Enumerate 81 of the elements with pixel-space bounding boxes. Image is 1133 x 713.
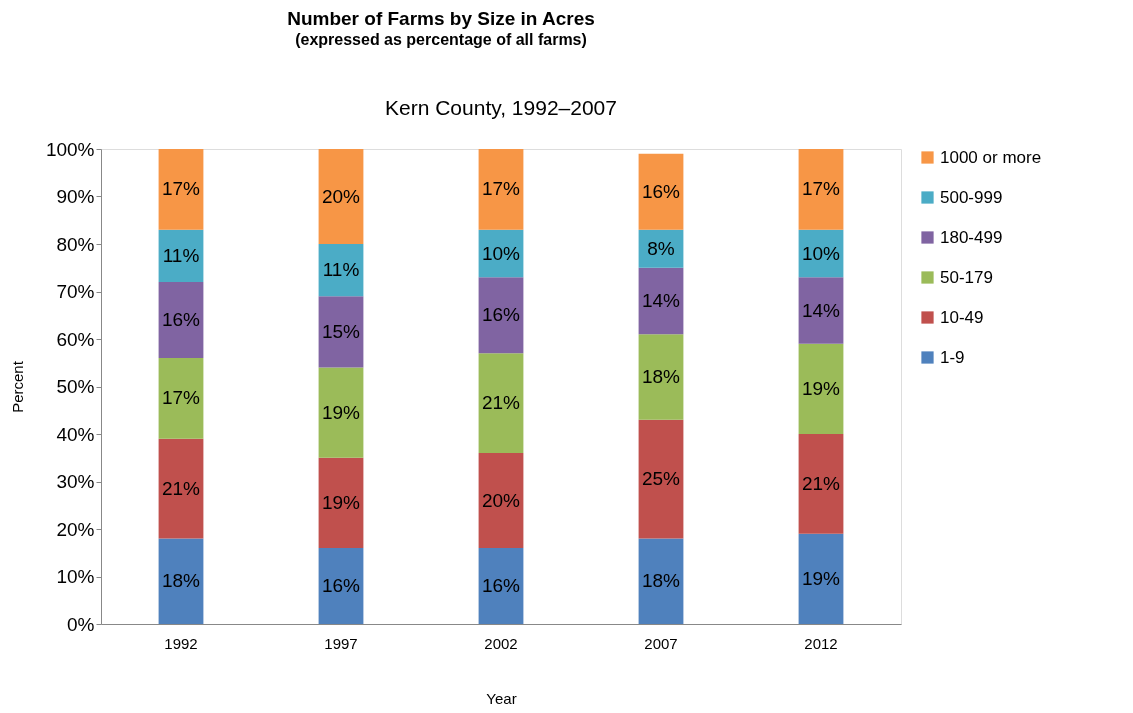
x-axis-title: Year [486, 689, 517, 707]
data-label: 20% [481, 489, 521, 511]
data-label: 20% [321, 185, 361, 207]
data-label: 16% [641, 180, 681, 202]
data-label: 11% [322, 259, 360, 281]
y-tick-label: 100% [45, 138, 95, 160]
y-tick-label: 40% [56, 423, 95, 445]
data-label: 25% [641, 468, 681, 490]
data-label: 21% [161, 477, 201, 499]
bar [318, 548, 364, 624]
legend-label: 1-9 [940, 347, 965, 367]
bar [638, 538, 684, 624]
data-label: 19% [321, 491, 361, 513]
bar [798, 343, 844, 434]
y-tick-label: 10% [56, 566, 95, 587]
data-label: 18% [641, 366, 681, 387]
y-tick-label: 20% [56, 518, 95, 540]
data-label: 16% [161, 309, 201, 330]
data-label: 10% [481, 242, 521, 264]
legend-label: 10-49 [940, 307, 984, 327]
x-tick-label: 1992 [164, 634, 198, 652]
bar [638, 419, 684, 539]
bar [318, 457, 364, 548]
chart-subtitle: (expressed as percentage of all farms) [295, 31, 587, 48]
chart-title: Number of Farms by Size in Acres [287, 8, 595, 29]
bar [158, 149, 204, 230]
bar [158, 438, 204, 539]
data-label: 16% [481, 304, 521, 326]
data-label: 21% [481, 392, 521, 414]
bar [798, 533, 844, 624]
y-tick-label: 70% [56, 281, 95, 302]
data-label: 16% [481, 575, 521, 596]
data-label: 19% [801, 377, 841, 399]
legend-label: 1000 or more [940, 147, 1042, 167]
x-tick-label: 2007 [644, 634, 678, 652]
data-label: 16% [321, 575, 361, 596]
bar [318, 296, 364, 368]
data-label: 14% [641, 290, 681, 311]
bar [478, 353, 524, 453]
x-tick-label: 2012 [804, 634, 838, 652]
bar [158, 358, 204, 439]
data-label: 15% [321, 320, 361, 342]
y-axis-title: Percent [8, 360, 26, 413]
text: Kern County, 1992–2007 [385, 96, 617, 119]
bar [318, 149, 364, 244]
bar [798, 277, 844, 344]
data-label: 17% [161, 178, 201, 200]
bar [478, 149, 524, 230]
x-tick-label: 2002 [484, 634, 518, 652]
bar [478, 277, 524, 354]
x-tick-label: 1997 [324, 634, 358, 652]
legend-label: 500-999 [940, 187, 1003, 207]
y-tick-label: 80% [56, 233, 95, 255]
bar [638, 153, 684, 230]
bar [158, 538, 204, 624]
bar [798, 149, 844, 230]
bar [318, 367, 364, 458]
legend-label: 180-499 [940, 227, 1003, 247]
data-label: 21% [801, 472, 841, 494]
data-label: 11% [162, 244, 200, 266]
data-label: 8% [647, 237, 675, 259]
bar [158, 282, 204, 358]
y-tick-label: 60% [56, 328, 95, 350]
y-tick-label: 50% [56, 376, 95, 397]
data-label: 17% [801, 178, 841, 200]
legend-label: 50-179 [940, 267, 993, 287]
data-label: 17% [161, 387, 201, 409]
data-label: 18% [641, 570, 681, 592]
y-tick-label: 0% [67, 613, 95, 635]
data-label: 17% [481, 178, 521, 200]
data-label: 10% [801, 242, 841, 264]
bar [478, 548, 524, 624]
bar [638, 334, 684, 420]
bar [798, 434, 844, 534]
y-tick-label: 90% [56, 186, 95, 207]
data-label: 19% [801, 567, 841, 589]
bar [478, 453, 524, 548]
data-label: 19% [321, 401, 361, 423]
data-label: 14% [801, 299, 841, 321]
data-label: 18% [161, 570, 201, 592]
y-tick-label: 30% [56, 471, 95, 492]
